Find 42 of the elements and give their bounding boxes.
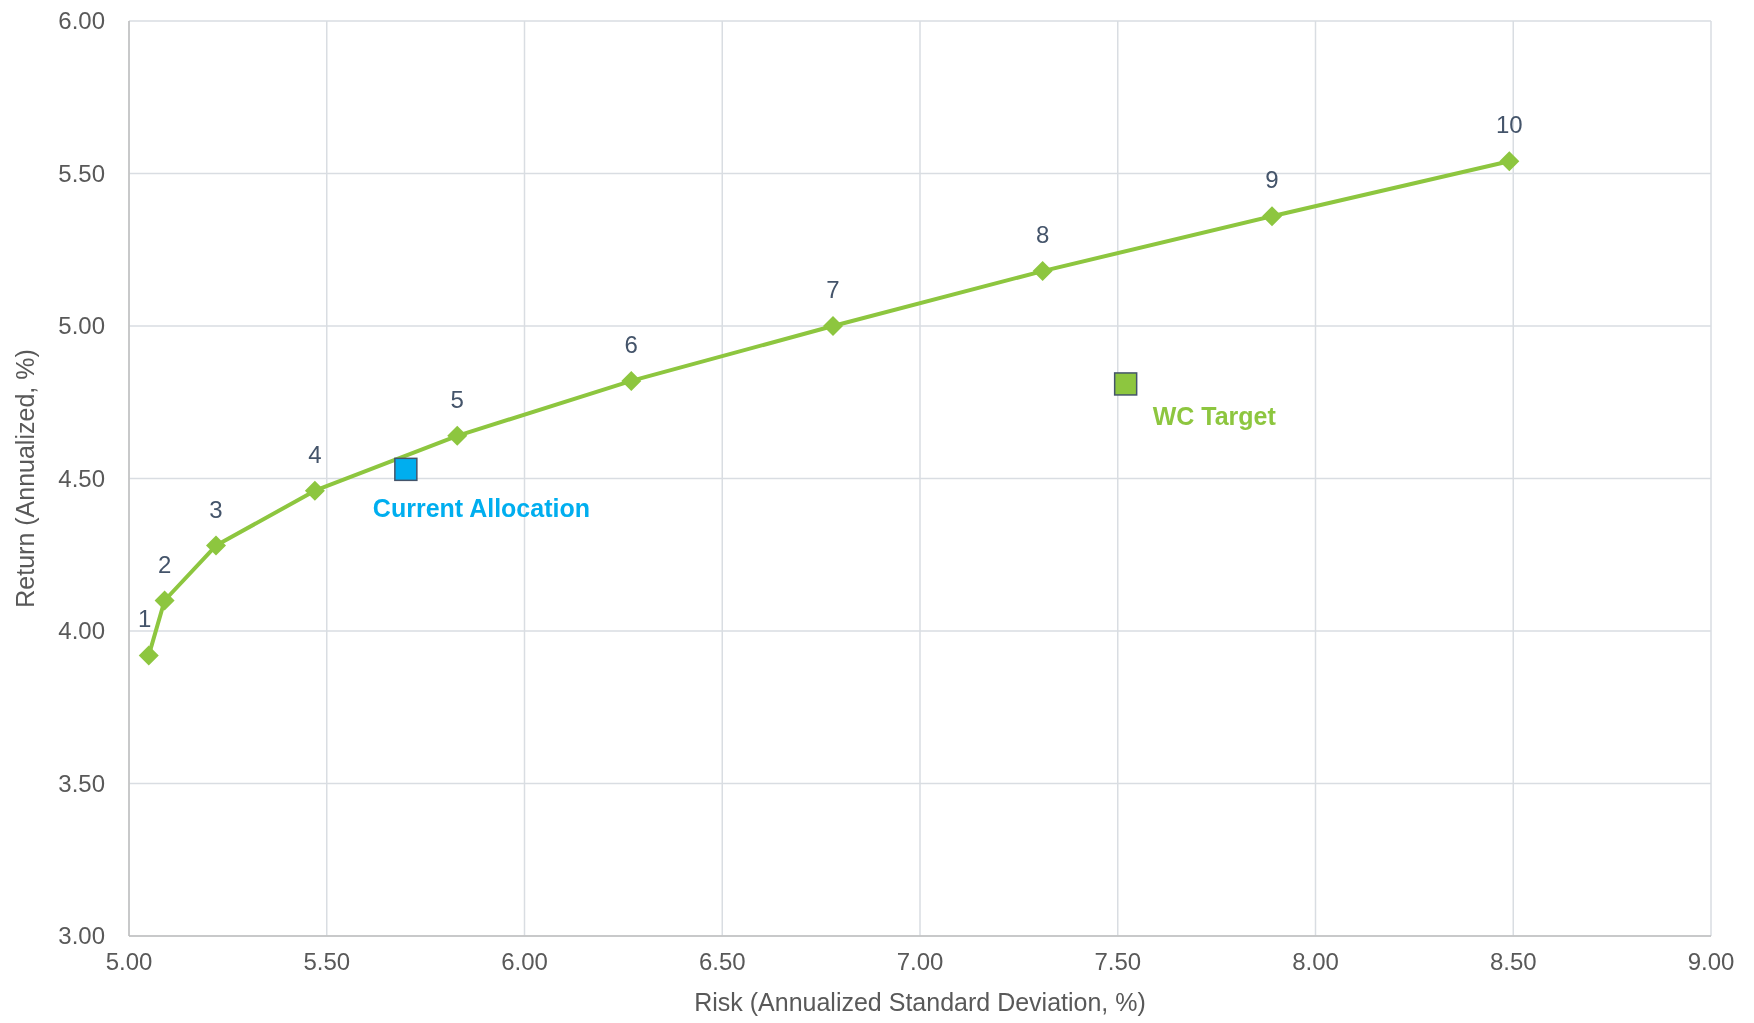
y-tick-label: 6.00 (58, 7, 105, 34)
point (154, 590, 175, 611)
annotation: 7 (826, 276, 840, 303)
annotation: 6 (624, 330, 638, 358)
annotation: 4 (308, 440, 322, 468)
point (1032, 261, 1053, 282)
x-tick-label: 7.00 (896, 948, 944, 975)
point (138, 645, 159, 666)
x-tick-label: 5.00 (105, 948, 153, 975)
annotation: 9 (1265, 166, 1279, 194)
y-tick-label: 3.50 (58, 769, 105, 797)
y-axis-title: Return (Annualized, %) (11, 349, 39, 608)
x-tick-label: 9.00 (1687, 948, 1735, 975)
y-tick-label: 3.00 (58, 922, 105, 949)
point (304, 480, 325, 501)
point (1113, 372, 1138, 396)
annotation: 3 (209, 495, 223, 523)
x-tick-label: 5.50 (303, 948, 351, 975)
series-label: Current Allocation (372, 494, 590, 523)
y-tick-label: 4.00 (58, 617, 105, 644)
y-tick-label: 5.00 (58, 312, 105, 339)
point (1499, 151, 1520, 172)
x-axis-title: Risk (Annualized Standard Deviation, %) (694, 988, 1146, 1016)
point (206, 535, 227, 556)
x-tick-label: 7.50 (1094, 948, 1142, 975)
annotation: 8 (1035, 221, 1050, 249)
series-label: WC Target (1152, 401, 1277, 430)
x-tick-label: 6.50 (698, 948, 746, 975)
annotation: 2 (157, 550, 172, 578)
point (447, 425, 468, 446)
point (1261, 206, 1282, 227)
point (621, 370, 642, 391)
y-tick-label: 5.50 (58, 159, 105, 187)
x-tick-label: 8.00 (1292, 948, 1339, 975)
point (822, 316, 843, 336)
annotation: 5 (450, 385, 464, 413)
x-tick-label: 6.00 (501, 948, 548, 975)
y-tick-label: 4.50 (58, 464, 105, 492)
annotation: 10 (1495, 111, 1523, 139)
annotation: 1 (138, 605, 152, 633)
point (394, 457, 418, 482)
x-tick-label: 8.50 (1489, 948, 1537, 975)
